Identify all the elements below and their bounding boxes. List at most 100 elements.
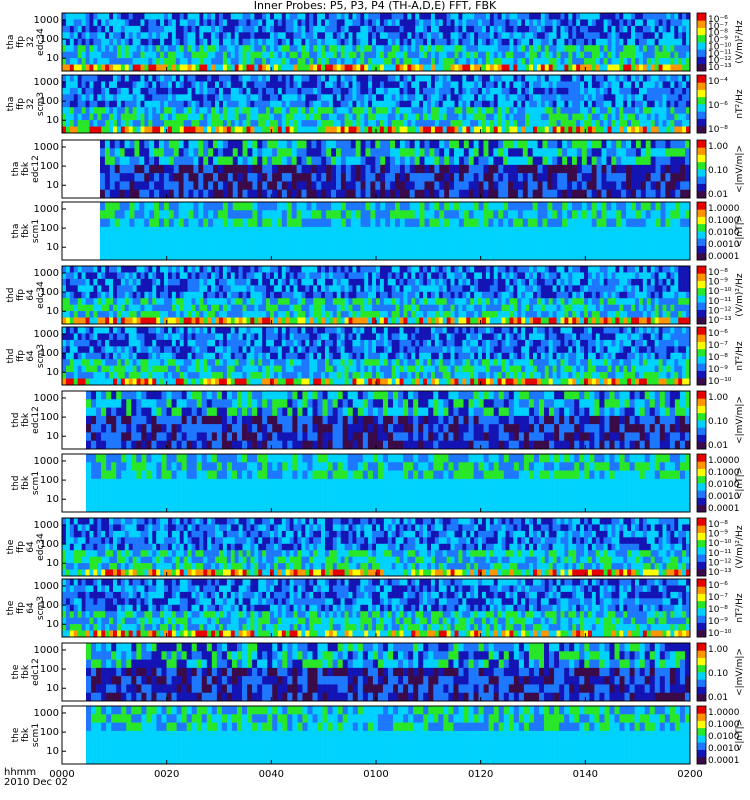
heatmap-cell bbox=[306, 243, 312, 253]
heatmap-cell bbox=[164, 298, 169, 305]
heatmap-cell bbox=[603, 87, 608, 95]
heatmap-cell bbox=[623, 107, 628, 114]
heatmap-cell bbox=[376, 94, 381, 102]
heatmap-cell bbox=[301, 226, 307, 236]
heatmap-cell bbox=[344, 87, 349, 95]
heatmap-cell bbox=[503, 218, 509, 228]
heatmap-cell bbox=[152, 32, 157, 40]
heatmap-cell bbox=[686, 64, 691, 72]
heatmap-cell bbox=[313, 32, 318, 40]
heatmap-cell bbox=[635, 148, 642, 157]
heatmap-cell bbox=[85, 278, 90, 286]
heatmap-cell bbox=[65, 126, 71, 134]
heatmap-cell bbox=[611, 58, 616, 65]
heatmap-cell bbox=[379, 13, 385, 20]
heatmap-cell bbox=[140, 278, 145, 286]
heatmap-cell bbox=[297, 87, 302, 95]
heatmap-cell bbox=[387, 100, 392, 108]
heatmap-cell bbox=[124, 113, 130, 121]
heatmap-cell bbox=[650, 113, 655, 121]
heatmap-cell bbox=[572, 25, 577, 33]
heatmap-cell bbox=[556, 81, 561, 89]
heatmap-cell bbox=[483, 140, 489, 149]
heatmap-cell bbox=[660, 164, 666, 174]
heatmap-cell bbox=[128, 38, 133, 46]
heatmap-cell bbox=[114, 218, 120, 228]
heatmap-cell bbox=[599, 38, 604, 46]
heatmap-cell bbox=[587, 81, 593, 89]
heatmap-cell bbox=[364, 38, 369, 46]
heatmap-cell bbox=[458, 148, 465, 157]
heatmap-cell bbox=[584, 51, 589, 59]
heatmap-cell bbox=[336, 51, 341, 59]
heatmap-cell bbox=[387, 126, 392, 134]
heatmap-cell bbox=[409, 210, 415, 219]
heatmap-cell bbox=[336, 19, 341, 27]
heatmap-cell bbox=[350, 202, 356, 211]
heatmap-cell bbox=[116, 45, 122, 52]
heatmap-cell bbox=[140, 58, 145, 65]
heatmap-cell bbox=[296, 181, 302, 191]
heatmap-cell bbox=[442, 100, 447, 108]
heatmap-cell bbox=[213, 156, 219, 166]
heatmap-cell bbox=[148, 81, 153, 89]
heatmap-cell bbox=[419, 45, 424, 52]
heatmap-cell bbox=[183, 45, 188, 52]
heatmap-cell bbox=[254, 51, 259, 59]
heatmap-cell bbox=[611, 126, 616, 134]
heatmap-cell bbox=[277, 45, 283, 52]
heatmap-cell bbox=[156, 107, 161, 114]
heatmap-cell bbox=[517, 87, 522, 95]
heatmap-cell bbox=[77, 311, 82, 318]
heatmap-cell bbox=[317, 51, 322, 59]
heatmap-cell bbox=[336, 235, 342, 244]
heatmap-cell bbox=[219, 100, 224, 108]
heatmap-cell bbox=[493, 64, 498, 72]
heatmap-cell bbox=[89, 266, 94, 273]
heatmap-cell bbox=[336, 210, 342, 219]
heatmap-cell bbox=[89, 94, 94, 102]
heatmap-cell bbox=[640, 243, 647, 253]
heatmap-cell bbox=[686, 126, 691, 134]
heatmap-cell bbox=[680, 251, 686, 261]
heatmap-cell bbox=[640, 226, 647, 236]
heatmap-cell bbox=[552, 113, 557, 121]
heatmap-cell bbox=[77, 64, 82, 72]
heatmap-cell bbox=[89, 317, 94, 325]
heatmap-cell bbox=[152, 304, 157, 312]
heatmap-cell bbox=[513, 235, 519, 244]
heatmap-cell bbox=[345, 210, 352, 219]
heatmap-cell bbox=[160, 32, 165, 40]
heatmap-cell bbox=[419, 64, 424, 72]
heatmap-cell bbox=[525, 13, 530, 20]
heatmap-cell bbox=[587, 64, 593, 72]
heatmap-cell bbox=[488, 156, 494, 166]
heatmap-cell bbox=[674, 113, 679, 121]
heatmap-cell bbox=[119, 140, 125, 149]
heatmap-cell bbox=[119, 181, 125, 191]
heatmap-cell bbox=[430, 87, 436, 95]
heatmap-cell bbox=[489, 45, 495, 52]
heatmap-cell bbox=[603, 58, 608, 65]
heatmap-cell bbox=[442, 87, 447, 95]
heatmap-cell bbox=[616, 140, 622, 149]
heatmap-cell bbox=[208, 210, 214, 219]
heatmap-cell bbox=[557, 148, 563, 157]
colorbar: 10⁻⁶10⁻⁷10⁻⁸10⁻⁹10⁻¹⁰10⁻¹¹10⁻¹²10⁻¹³(V/m… bbox=[696, 12, 745, 73]
heatmap-cell bbox=[340, 19, 345, 27]
heatmap-cell bbox=[140, 94, 145, 102]
heatmap-cell bbox=[168, 156, 175, 166]
heatmap-cell bbox=[167, 278, 173, 286]
heatmap-cell bbox=[321, 126, 326, 134]
heatmap-cell bbox=[395, 173, 401, 182]
heatmap-cell bbox=[364, 25, 369, 33]
heatmap-cell bbox=[591, 87, 597, 95]
heatmap-cell bbox=[407, 58, 412, 65]
heatmap-cell bbox=[370, 156, 376, 166]
heatmap-cell bbox=[542, 235, 548, 244]
heatmap-cell bbox=[434, 189, 440, 199]
heatmap-cell bbox=[586, 218, 592, 228]
heatmap-cell bbox=[163, 218, 170, 228]
heatmap-cell bbox=[599, 64, 604, 72]
heatmap-cell bbox=[247, 164, 253, 174]
